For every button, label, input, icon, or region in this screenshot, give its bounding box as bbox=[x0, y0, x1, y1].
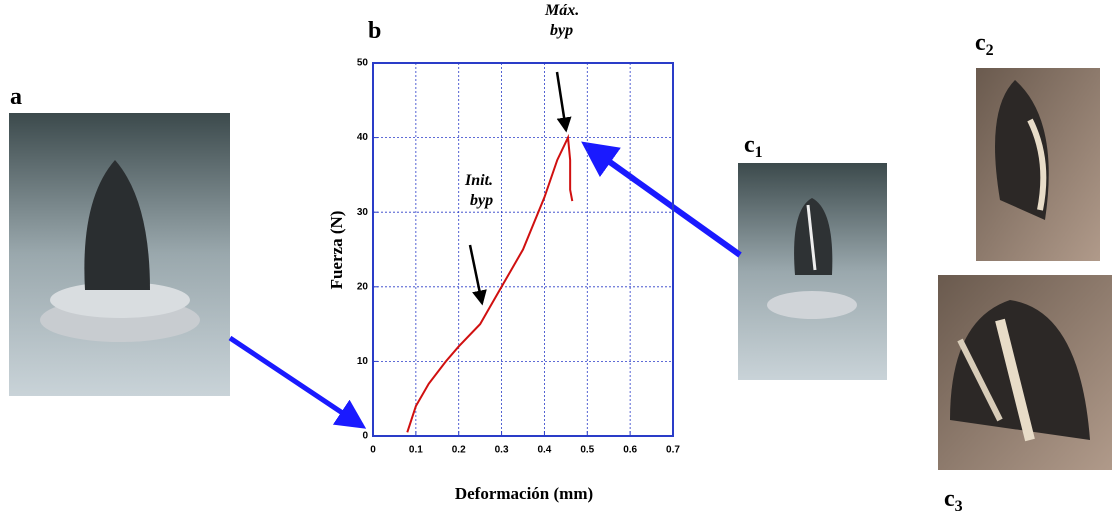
panel-letter: a bbox=[10, 84, 22, 110]
panel-label: c1 bbox=[744, 132, 763, 161]
x-tick-label: 0.5 bbox=[580, 445, 594, 456]
y-tick-label: 20 bbox=[357, 281, 369, 292]
y-tick-label: 30 bbox=[357, 207, 369, 218]
panel-label: a bbox=[10, 84, 22, 110]
x-tick-label: 0.7 bbox=[666, 445, 680, 456]
page: {"chart_data": {"type": "line", "xlabel"… bbox=[0, 0, 1115, 513]
x-tick-label: 0.3 bbox=[495, 445, 509, 456]
photo-c1 bbox=[738, 163, 887, 380]
arrow bbox=[230, 338, 362, 426]
y-axis-label: Fuerza (N) bbox=[327, 211, 346, 290]
y-tick-label: 10 bbox=[357, 356, 369, 367]
annotation: byp bbox=[470, 192, 493, 209]
y-tick-label: 0 bbox=[362, 431, 368, 442]
annotation-arrow bbox=[470, 245, 482, 303]
panel-subscript: 2 bbox=[986, 42, 994, 59]
panel-label: c2 bbox=[975, 30, 994, 59]
photo-c3 bbox=[938, 275, 1112, 470]
annotation: Máx. bbox=[544, 2, 579, 19]
panel-label: c3 bbox=[944, 486, 963, 513]
panel-letter: b bbox=[368, 18, 381, 44]
panel-subscript: 1 bbox=[755, 144, 763, 161]
x-tick-label: 0 bbox=[370, 445, 376, 456]
photo-a bbox=[9, 113, 230, 396]
x-tick-label: 0.4 bbox=[537, 445, 551, 456]
x-tick-label: 0.2 bbox=[452, 445, 466, 456]
annotation: byp bbox=[550, 22, 573, 39]
panel-label: b bbox=[368, 18, 381, 44]
arrow bbox=[586, 145, 740, 255]
y-tick-label: 50 bbox=[357, 58, 369, 69]
x-tick-label: 0.1 bbox=[409, 445, 423, 456]
annotation-arrow bbox=[557, 72, 566, 130]
figure: Deformación (mm) Fuerza (N) 0 0.1 0.2 0.3 0.… bbox=[0, 0, 1115, 513]
panel-subscript: 3 bbox=[955, 498, 963, 513]
photo-c2 bbox=[976, 68, 1100, 261]
x-axis-label: Deformación (mm) bbox=[455, 484, 593, 503]
x-tick-label: 0.6 bbox=[623, 445, 637, 456]
panel-letter: c bbox=[744, 132, 755, 158]
panel-letter: c bbox=[944, 486, 955, 512]
y-tick-label: 40 bbox=[357, 132, 369, 143]
annotation: Init. bbox=[464, 172, 493, 189]
panel-letter: c bbox=[975, 30, 986, 56]
